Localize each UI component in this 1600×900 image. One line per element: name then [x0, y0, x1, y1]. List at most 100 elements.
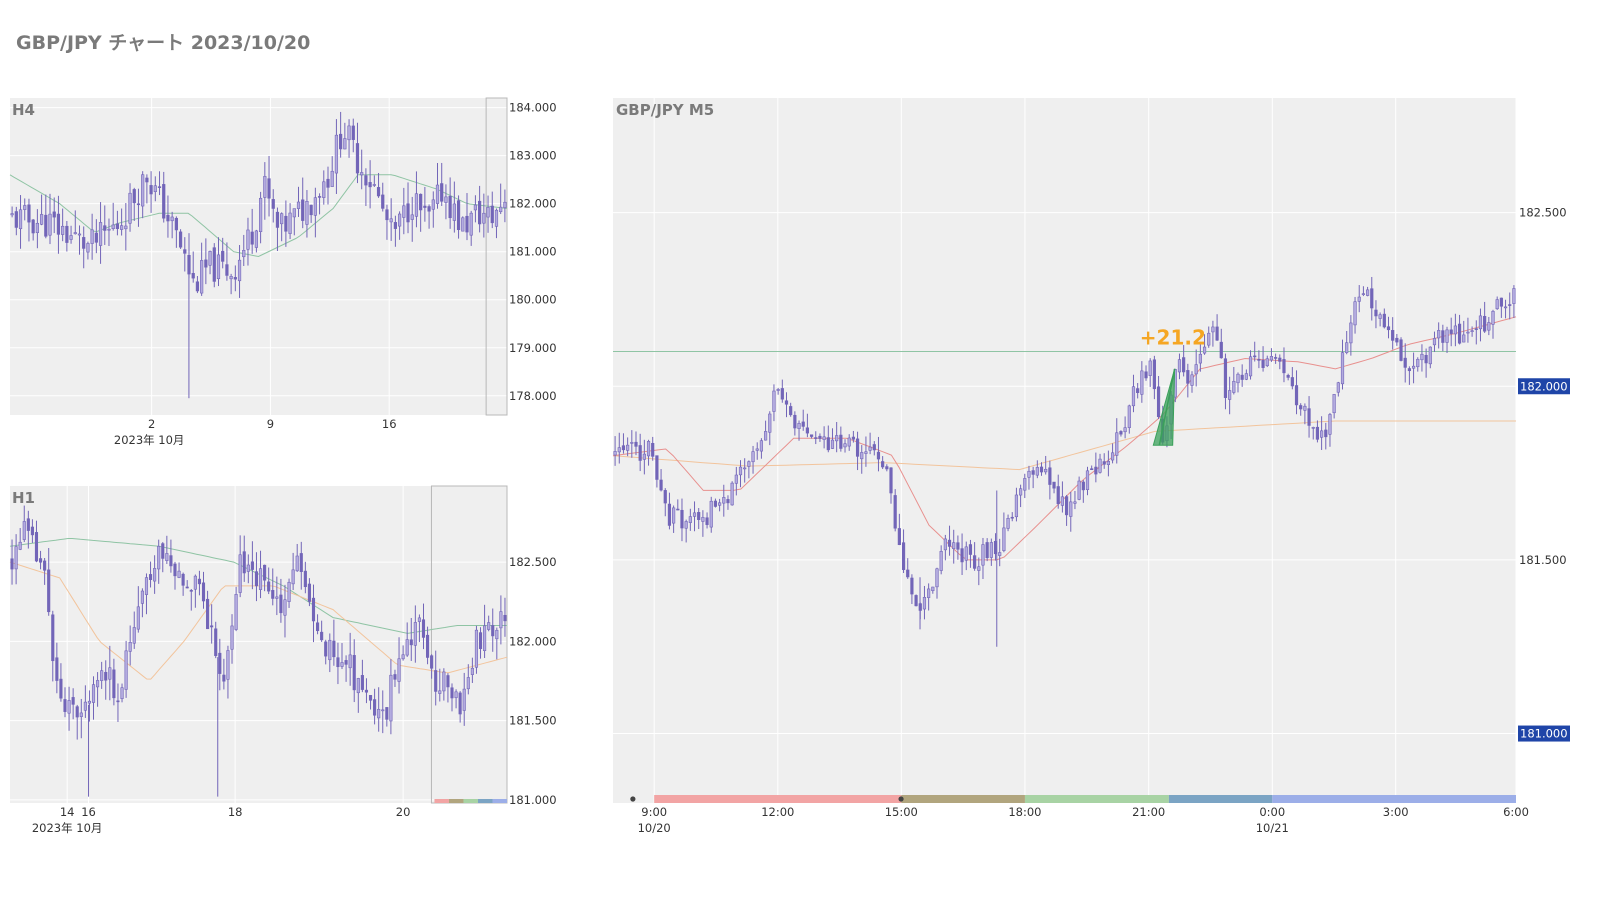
h1-session-band: [448, 799, 464, 803]
m5-candle-body: [927, 588, 931, 598]
m5-candle-body: [1257, 359, 1261, 361]
h4-candle-body: [39, 214, 44, 225]
m5-candle-body: [826, 437, 830, 451]
m5-candle-body: [847, 437, 851, 447]
m5-candle-body: [906, 569, 910, 578]
m5-candle-body: [1315, 426, 1320, 440]
h4-candle-body: [174, 217, 178, 231]
h1-candle-body: [63, 699, 67, 712]
h1-candle-body: [132, 627, 136, 644]
h4-candle-body: [23, 205, 27, 210]
m5-candle-body: [642, 453, 646, 460]
h1-moving-average: [9, 561, 508, 680]
m5-candle-body: [1236, 373, 1240, 384]
page-title: GBP/JPY チャート 2023/10/20: [16, 32, 311, 54]
h4-candle-body: [431, 199, 435, 210]
m5-candle-body: [1090, 468, 1094, 471]
h1-candle-body: [108, 667, 112, 680]
m5-candle-body: [1152, 359, 1156, 390]
m5-candle-body: [759, 440, 764, 452]
h1-candle-body: [210, 625, 214, 628]
h4-candle-body: [482, 212, 486, 224]
h4-candle-body: [254, 230, 258, 248]
h4-highlight-box: [485, 97, 508, 416]
h1-candle-body: [116, 700, 120, 703]
m5-candle-body: [1014, 494, 1019, 518]
m5-candle-body: [1031, 470, 1035, 475]
m5-candle-body: [1198, 353, 1202, 364]
m5-candle-body: [851, 436, 855, 440]
m5-candle-body: [1006, 518, 1010, 529]
m5-candle-body: [688, 516, 692, 523]
h4-y-tick-label: 179.000: [509, 341, 557, 355]
h1-candle-body: [478, 632, 483, 650]
m5-candle-body: [1215, 326, 1219, 341]
h1-x-tick-label: 14: [60, 805, 75, 819]
m5-candle-body: [755, 448, 759, 451]
m5-candle-body: [1474, 328, 1478, 330]
h4-candle-body: [145, 177, 149, 183]
m5-candle-body: [692, 512, 697, 517]
m5-x-sublabel: 10/20: [638, 821, 671, 835]
h4-candle-body: [271, 199, 275, 209]
h4-candle-body: [65, 225, 69, 243]
m5-candle-body: [1462, 334, 1466, 343]
h1-candle-body: [279, 594, 283, 614]
h4-candle-body: [44, 214, 48, 237]
m5-candle-body: [876, 451, 881, 460]
h4-candle-body: [120, 225, 124, 230]
h4-candle-body: [360, 172, 364, 176]
h1-candle-body: [120, 687, 124, 699]
h4-candle-body: [136, 203, 141, 206]
m5-session-marker: [898, 796, 904, 802]
m5-candle-body: [1023, 478, 1027, 491]
h4-candle-body: [376, 187, 381, 197]
m5-x-tick-label: 6:00: [1503, 805, 1529, 819]
h1-candle-body: [206, 598, 210, 630]
h1-candle-body: [148, 574, 153, 580]
h1-candle-body: [153, 568, 157, 582]
h4-candle-body: [204, 259, 208, 268]
m5-candle-body: [1027, 470, 1031, 478]
h1-candle-body: [14, 546, 18, 570]
h1-candle-body: [287, 581, 291, 602]
m5-candle-body: [1278, 357, 1282, 362]
m5-candle-body: [789, 406, 793, 416]
m5-session-band: [901, 795, 1025, 803]
m5-candle-body: [780, 388, 784, 400]
h4-candle-body: [48, 213, 52, 236]
h1-candle-body: [181, 573, 185, 586]
m5-candle-body: [1294, 385, 1299, 406]
m5-candle-body: [784, 400, 789, 405]
m5-candle-body: [1228, 390, 1232, 400]
h1-panel-label: H1: [12, 489, 35, 507]
h1-candle-body: [454, 691, 458, 699]
m5-candle-body: [1073, 501, 1077, 504]
m5-candle-body: [835, 435, 839, 442]
h1-candle-body: [104, 671, 108, 681]
m5-candle-body: [1391, 330, 1395, 341]
h1-candle-body: [75, 706, 79, 718]
m5-candle-body: [1328, 414, 1332, 435]
h4-candle-body: [461, 217, 465, 232]
m5-candle-body: [1457, 323, 1462, 344]
h1-candle-body: [230, 625, 234, 650]
m5-candle-body: [1119, 431, 1123, 435]
h1-candle-body: [201, 582, 206, 602]
h4-candle-body: [124, 225, 128, 230]
m5-plot-area: [613, 98, 1516, 803]
m5-candle-body: [1449, 329, 1453, 334]
h1-candle-body: [450, 687, 454, 699]
h4-candle-body: [200, 260, 204, 294]
h1-candle-body: [336, 657, 340, 668]
h4-candle-body: [267, 178, 271, 199]
m5-candle-body: [1182, 357, 1186, 373]
m5-candle-body: [1411, 365, 1416, 369]
h1-candle-body: [303, 570, 307, 588]
m5-candle-body: [1010, 516, 1014, 519]
m5-candle-body: [885, 466, 889, 470]
h1-candle-body: [112, 669, 116, 699]
h4-candle-body: [246, 229, 250, 250]
m5-candle-body: [613, 451, 617, 456]
h1-candle-body: [100, 670, 104, 681]
